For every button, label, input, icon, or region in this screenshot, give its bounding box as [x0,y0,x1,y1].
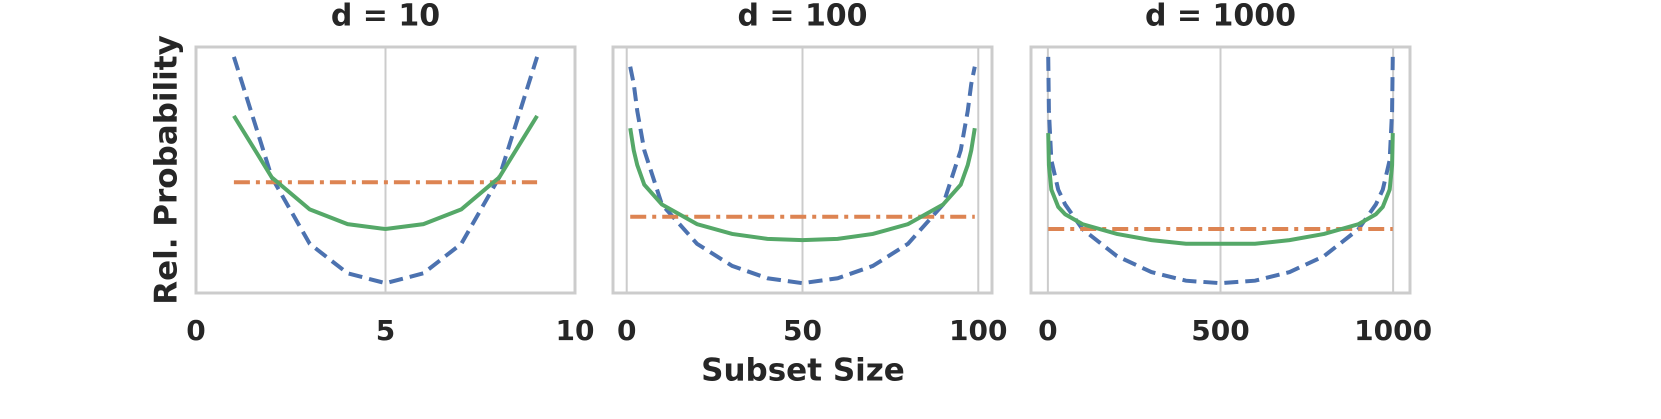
series-line [628,127,977,243]
x-tick-label: 5 [376,314,395,347]
x-tick-label: 500 [1191,314,1249,347]
x-tick-label: 0 [186,314,205,347]
panel-title: d = 1000 [1145,0,1296,34]
series-line [628,66,977,286]
series-line [1046,56,1395,286]
panel-title: d = 100 [737,0,867,34]
plot-frame [1029,45,1412,295]
panel-title: d = 10 [331,0,440,34]
x-tick-label: 100 [949,314,1007,347]
x-tick-label: 0 [617,314,636,347]
x-tick-label: 1000 [1354,314,1432,347]
series-line [1046,133,1395,246]
plot-frame [194,45,577,295]
series-line [231,56,540,286]
x-tick-label: 10 [556,314,595,347]
x-tick-label: 50 [783,314,822,347]
x-axis-label: Subset Size [701,353,905,389]
x-tick-label: 0 [1038,314,1057,347]
plot-frame [611,45,994,295]
y-axis-label: Rel. Probability [149,35,185,305]
series-line [232,114,539,232]
